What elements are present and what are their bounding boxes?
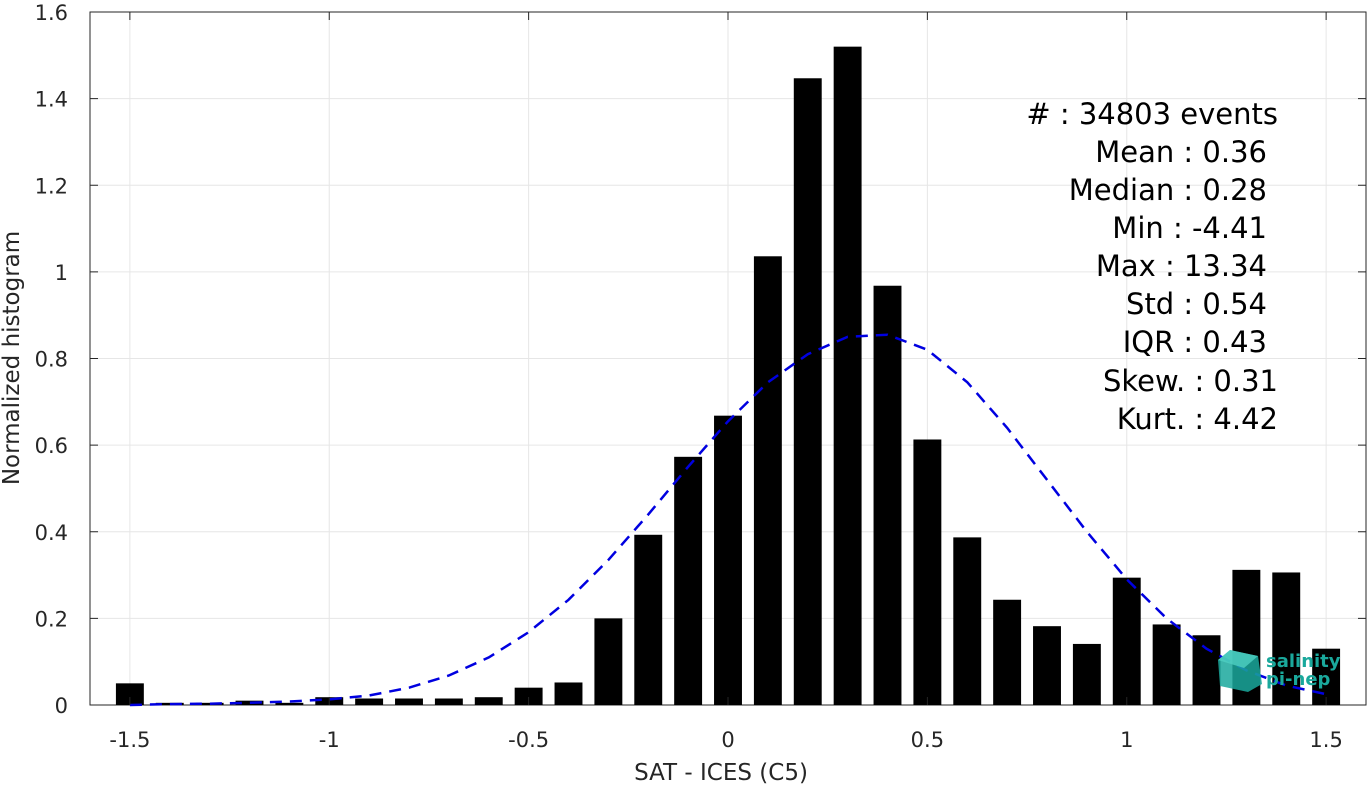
stat-median: Median : 0.28 [1069,173,1267,207]
stat-iqr: IQR : 0.43 [1123,325,1267,359]
bar-0 [115,683,144,705]
x-axis-ticks: -1.5 -1 -0.5 0 0.5 1 1.5 [109,12,1343,752]
x-tick-label-3: 0 [721,728,734,752]
stat-min: Min : -4.41 [1112,211,1267,245]
y-tick-label-7: 1.4 [35,88,68,112]
x-tick-label-6: 1.5 [1309,728,1342,752]
bar-19 [873,285,902,705]
y-tick-label-0: 0 [55,694,68,718]
bar-14 [674,456,703,705]
bar-21 [953,537,982,705]
bar-24 [1072,643,1101,705]
bar-9 [474,697,503,705]
y-tick-label-6: 1.2 [35,174,68,198]
grid-lines [90,11,1366,706]
stat-std: Std : 0.54 [1126,287,1267,321]
x-tick-label-5: 1 [1120,728,1133,752]
histogram-bars [115,46,1341,705]
bar-7 [395,698,423,705]
y-tick-label-1: 0.2 [35,607,68,631]
bar-20 [913,439,942,705]
bar-10 [514,687,543,705]
bar-2 [195,702,224,705]
bar-27 [1192,635,1221,705]
bar-13 [634,534,663,705]
stat-events: # : 34803 events [1026,97,1278,131]
bar-12 [594,618,623,705]
bar-3 [235,700,264,705]
y-tick-label-5: 1 [55,261,68,285]
salinity-pi-nep-logo: salinity pi-nep [1218,650,1341,692]
bar-30 [1312,648,1341,705]
bar-16 [753,256,782,705]
logo-text-line2: pi-nep [1266,669,1331,690]
bar-23 [1033,626,1061,705]
bar-1 [155,702,184,705]
logo-text-line1: salinity [1266,651,1341,672]
y-tick-label-3: 0.6 [35,434,68,458]
bar-15 [714,415,742,705]
y-tick-label-4: 0.8 [35,348,68,372]
x-tick-label-2: -0.5 [508,728,549,752]
bar-26 [1152,624,1181,705]
bar-22 [993,599,1022,705]
x-tick-label-0: -1.5 [109,728,150,752]
y-tick-label-8: 1.6 [35,1,68,25]
x-tick-label-1: -1 [319,728,340,752]
stat-mean: Mean : 0.36 [1095,135,1267,169]
bar-4 [275,702,304,705]
y-axis-ticks: 0 0.2 0.4 0.6 0.8 1 1.2 1.4 1.6 [35,1,1366,718]
x-axis-label: SAT - ICES (C5) [634,760,808,785]
stat-kurt: Kurt. : 4.42 [1117,402,1278,436]
stat-max: Max : 13.34 [1096,249,1267,283]
bar-8 [434,698,463,705]
bar-11 [554,682,583,705]
bar-6 [355,698,384,705]
fit-curve [129,333,1327,707]
bar-18 [833,46,862,705]
logo-cube-face-icon [1218,650,1258,668]
bar-25 [1112,577,1141,705]
fit-curve-group [129,333,1327,707]
y-tick-label-2: 0.4 [35,521,68,545]
bar-17 [793,78,822,705]
stats-box: # : 34803 events Mean : 0.36 Median : 0.… [1026,97,1278,436]
stat-skew: Skew. : 0.31 [1103,364,1278,398]
y-axis-label: Normalized histogram [0,231,25,485]
x-tick-label-4: 0.5 [911,728,944,752]
